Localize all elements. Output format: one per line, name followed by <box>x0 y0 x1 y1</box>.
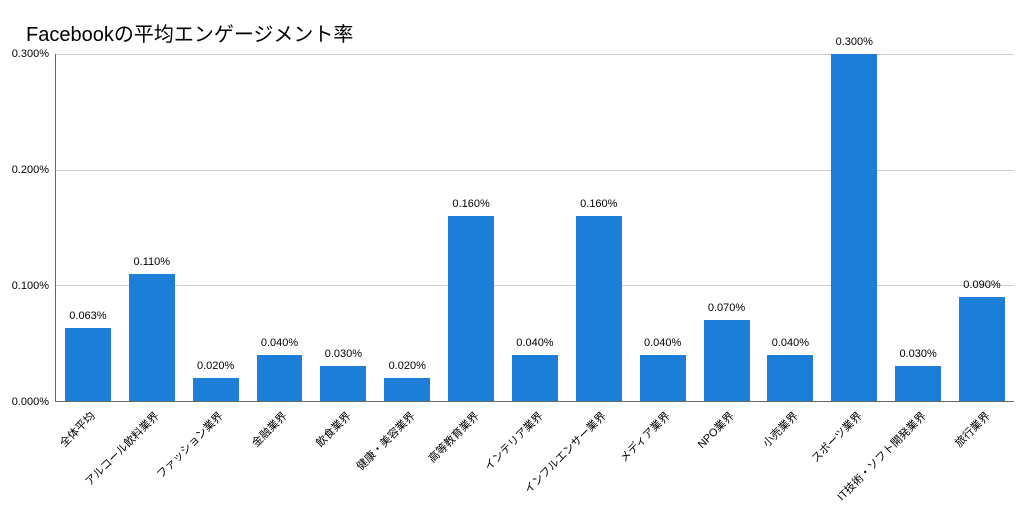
bar-value-label: 0.030% <box>899 348 936 360</box>
bar-slot: 0.030% <box>311 54 375 401</box>
bar: 0.030% <box>320 366 366 401</box>
bar: 0.040% <box>767 355 813 401</box>
x-label-slot: 金融業界 <box>247 402 311 530</box>
bar: 0.040% <box>257 355 303 401</box>
bar-slot: 0.110% <box>120 54 184 401</box>
bar: 0.063% <box>65 328 111 401</box>
x-label-slot: ファッション業界 <box>183 402 247 530</box>
x-label-slot: IT技術・ソフト開発業界 <box>886 402 950 530</box>
bar: 0.040% <box>640 355 686 401</box>
x-tick-label: 旅行業界 <box>951 408 993 450</box>
x-label-slot: インフルエンサー業界 <box>567 402 631 530</box>
bar-value-label: 0.040% <box>261 337 298 349</box>
bar: 0.110% <box>129 274 175 401</box>
x-label-slot: 小売業界 <box>758 402 822 530</box>
bar-slot: 0.040% <box>631 54 695 401</box>
x-label-slot: NPO業界 <box>694 402 758 530</box>
x-tick-label: NPO業界 <box>694 408 738 452</box>
bar-slot: 0.300% <box>822 54 886 401</box>
y-tick-label: 0.100% <box>12 280 49 292</box>
bar: 0.070% <box>704 320 750 401</box>
bar: 0.020% <box>384 378 430 401</box>
bar-value-label: 0.110% <box>134 256 171 268</box>
bar: 0.160% <box>576 216 622 401</box>
x-axis: 全体平均アルコール飲料業界ファッション業界金融業界飲食業界健康・美容業界高等教育… <box>55 402 1014 530</box>
bar-slot: 0.040% <box>503 54 567 401</box>
bar-value-label: 0.160% <box>580 198 617 210</box>
bar-value-label: 0.040% <box>644 337 681 349</box>
plot-area: 0.063% 0.110% 0.020% 0.040% 0.030% 0.020% 0.16… <box>55 54 1014 402</box>
bar-value-label: 0.070% <box>708 302 745 314</box>
bar: 0.300% <box>831 54 877 401</box>
bar: 0.030% <box>895 366 941 401</box>
x-label-slot: 旅行業界 <box>950 402 1014 530</box>
bar-slot: 0.020% <box>375 54 439 401</box>
y-axis: 0.000%0.100%0.200%0.300% <box>0 54 55 402</box>
bars-container: 0.063% 0.110% 0.020% 0.040% 0.030% 0.020% 0.16… <box>56 54 1014 401</box>
bar: 0.020% <box>193 378 239 401</box>
bar-value-label: 0.040% <box>516 337 553 349</box>
bar-slot: 0.040% <box>248 54 312 401</box>
chart-title: Facebookの平均エンゲージメント率 <box>26 18 353 47</box>
bar-slot: 0.030% <box>886 54 950 401</box>
bar: 0.090% <box>959 297 1005 401</box>
bar-slot: 0.020% <box>184 54 248 401</box>
bar-slot: 0.070% <box>695 54 759 401</box>
y-tick-label: 0.000% <box>12 396 49 408</box>
bar: 0.160% <box>448 216 494 401</box>
bar-value-label: 0.020% <box>197 360 234 372</box>
bar: 0.040% <box>512 355 558 401</box>
bar-slot: 0.090% <box>950 54 1014 401</box>
y-tick-label: 0.200% <box>12 164 49 176</box>
bar-value-label: 0.063% <box>69 310 106 322</box>
x-tick-label: 飲食業界 <box>312 408 354 450</box>
bar-chart: Facebookの平均エンゲージメント率 0.000% 0.100% 0.200% 0… <box>0 0 1024 530</box>
x-tick-label: 金融業界 <box>248 408 290 450</box>
bar-slot: 0.160% <box>439 54 503 401</box>
y-tick-label: 0.300% <box>12 48 49 60</box>
bar-value-label: 0.090% <box>963 279 1000 291</box>
bar-slot: 0.063% <box>56 54 120 401</box>
bar-value-label: 0.160% <box>452 198 489 210</box>
x-label-slot: 健康・美容業界 <box>375 402 439 530</box>
bar-value-label: 0.030% <box>325 348 362 360</box>
bar-slot: 0.040% <box>758 54 822 401</box>
x-label-slot: メディア業界 <box>630 402 694 530</box>
x-tick-label: 小売業界 <box>759 408 801 450</box>
bar-slot: 0.160% <box>567 54 631 401</box>
bar-value-label: 0.040% <box>772 337 809 349</box>
x-tick-label: 全体平均 <box>56 408 98 450</box>
bar-value-label: 0.300% <box>836 36 873 48</box>
bar-value-label: 0.020% <box>389 360 426 372</box>
